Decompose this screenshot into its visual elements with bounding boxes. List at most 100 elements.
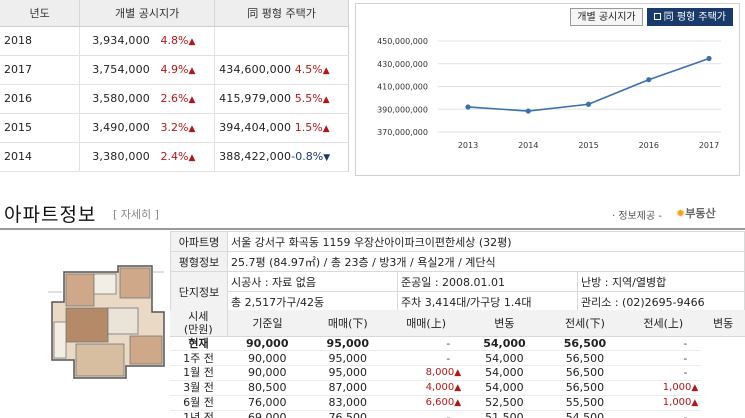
tab-public-price[interactable]: 개별 공시지가 [570,8,643,26]
side-label-price: 시세 [188,310,209,323]
sale-low-cell: 80,500 [227,380,308,396]
price-history-table: 시세 (만원) 기준일 매매(下) 매매(上) 변동 전세(下) 전세(上) 변… [170,310,745,418]
public-price-pct: 4.8% [160,34,189,47]
col-sale-low: 매매(下) [307,310,389,337]
col-date: 기준일 [227,310,308,337]
x-tick-label: 2017 [699,141,719,150]
jeonse-change-cell-value: 1,000 [662,381,692,393]
data-point [525,108,531,114]
sale-change-cell-value: 6,600 [425,396,455,408]
same-size-price-pct: 5.5% [294,92,323,105]
year-cell: 2016 [0,84,81,114]
up-triangle-icon: ▲ [188,66,196,76]
complex-label: 단지정보 [170,271,228,312]
same-size-price-value: 394,404,000 [219,121,292,134]
sale-change-cell: 4,000▲ [388,380,465,396]
sale-change-cell: - [388,336,465,352]
date-cell: 3월 전 [170,380,227,396]
history-row: 현재 90,000 95,000-54,000 56,500- [170,336,745,352]
name-label: 아파트명 [170,231,228,252]
tab-same-size-price[interactable]: 同 평형 주택가 [646,8,733,26]
year-cell: 2015 [0,113,81,143]
chart-tabs: 개별 공시지가 同 평형 주택가 [570,8,733,26]
public-price-value: 3,580,000 [92,92,150,105]
jeonse-low-cell: 52,500 [464,395,545,411]
data-point [585,101,592,107]
up-triangle-icon: ▲ [322,66,330,76]
public-price-pct: 4.9% [160,63,189,76]
date-cell: 현재 [170,336,227,352]
date-cell: 1년 전 [170,410,227,418]
price-table-row: 2015 3,490,000 3.2%▲ 394,404,000 1.5%▲ [0,113,349,143]
sale-low-cell: 76,000 [227,395,308,411]
col-jeonse-high: 전세(上) [625,310,702,337]
history-row: 1월 전 90,000 95,000 8,000▲ 54,000 56,500- [170,365,745,381]
col-sale-change: 변동 [464,310,545,337]
sale-change-cell: 6,600▲ [388,395,465,411]
provider-logo: ✹부동산 [676,205,716,221]
completion-date: 준공일 : 2008.01.01 [397,271,578,292]
section-divider [0,228,745,230]
price-chart-panel: 개별 공시지가 同 평형 주택가 450,000,000 430,000,000 4… [355,3,740,176]
floor-plan-image[interactable] [48,262,166,382]
line-chart: 450,000,000 430,000,000 410,000,000 390,000… [377,37,721,150]
jeonse-low-cell: 54,000 [464,350,545,366]
same-size-price-cell: 388,422,000-0.8%▼ [214,142,349,172]
up-triangle-icon: ▲ [188,124,196,134]
section-title: 아파트정보 [4,204,97,226]
x-tick-label: 2016 [639,141,659,150]
public-price-pct: 3.2% [160,121,189,134]
history-body: 현재 90,000 95,000-54,000 56,500-1주 전 90,000 95… [170,336,745,418]
date-cell: 1주 전 [170,350,227,366]
sale-change-cell: - [388,350,465,366]
col-public-price-header: 개별 공시지가 [79,0,216,27]
jeonse-high-cell: 56,500 [544,380,626,396]
up-triangle-icon: ▲ [188,153,196,163]
jeonse-low-cell: 54,000 [464,365,545,381]
jeonse-change-cell: 1,000▲ [625,395,702,411]
builder-info: 시공사 : 자료 없음 [227,271,398,292]
sale-change-cell: 8,000▲ [388,365,465,381]
x-tick-label: 2013 [458,141,478,150]
up-triangle-icon: ▲ [322,95,330,105]
detail-link[interactable]: [ 자세히 ] [113,208,159,221]
data-point [706,55,712,62]
jeonse-high-cell: 56,500 [544,336,626,352]
sale-high-cell: 95,000 [307,336,389,352]
jeonse-low-cell: 54,000 [464,336,545,352]
sale-change-cell: - [388,410,465,418]
info-row-name: 아파트명 서울 강서구 화곡동 1159 우장산아이파크이편한세상 (32평) [170,231,745,252]
sale-high-cell: 95,000 [307,365,389,381]
jeonse-high-cell: 56,500 [544,350,626,366]
parking-info: 주차 3,414대/가구당 1.4대 [397,291,578,312]
sale-change-cell-value: 4,000 [425,381,455,393]
heating-info: 난방 : 지역/열병합 [577,271,745,292]
sale-high-cell: 95,000 [307,350,389,366]
selected-box-icon [653,13,661,20]
down-triangle-icon: ▼ [323,153,331,163]
size-label: 평형정보 [170,251,228,272]
price-table-row: 2017 3,754,000 4.9%▲ 434,600,000 4.5%▲ [0,55,349,85]
price-table-row: 2018 3,934,000 4.8%▲ [0,26,349,56]
same-size-price-value: 415,979,000 [219,92,292,105]
sale-high-cell: 76,500 [307,410,389,418]
sale-low-cell: 69,000 [227,410,308,418]
jeonse-high-cell: 54,500 [544,410,626,418]
jeonse-low-cell: 51,500 [464,410,545,418]
up-triangle-icon: ▲ [454,397,462,408]
jeonse-change-cell: - [625,350,702,366]
public-price-value: 3,490,000 [92,121,150,134]
up-triangle-icon: ▲ [188,37,196,47]
history-side-label: 시세 (만원) [170,310,228,337]
apartment-info-table: 아파트명 서울 강서구 화곡동 1159 우장산아이파크이편한세상 (32평) … [170,231,745,312]
info-row-size: 평형정보 25.7평 (84.97㎡) / 총 23층 / 방3개 / 욕실2개… [170,251,745,272]
history-row: 1주 전 90,000 95,000-54,000 56,500- [170,350,745,366]
info-row-complex-2: 총 2,517가구/42동 주차 3,414대/가구당 1.4대 관리소 : (… [171,291,745,312]
col-sale-high: 매매(上) [388,310,465,337]
price-table-body: 2018 3,934,000 4.8%▲ 2017 3,754,000 4.9%▲ 43… [0,26,349,172]
same-size-price-cell: 434,600,000 4.5%▲ [214,55,349,85]
office-phone: 관리소 : (02)2695-9466 [577,291,745,312]
size-info: 25.7평 (84.97㎡) / 총 23층 / 방3개 / 욕실2개 / 계단… [227,251,745,272]
same-size-price-pct: 1.5% [294,121,323,134]
price-table: 년도 개별 공시지가 同 평형 주택가 2018 3,934,000 4.8%▲ 2… [0,0,349,172]
